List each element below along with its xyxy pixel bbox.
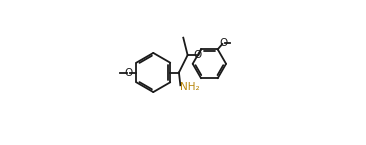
Text: O: O [219,38,228,48]
Text: O: O [193,50,201,60]
Text: NH₂: NH₂ [180,82,200,92]
Text: O: O [124,68,132,77]
